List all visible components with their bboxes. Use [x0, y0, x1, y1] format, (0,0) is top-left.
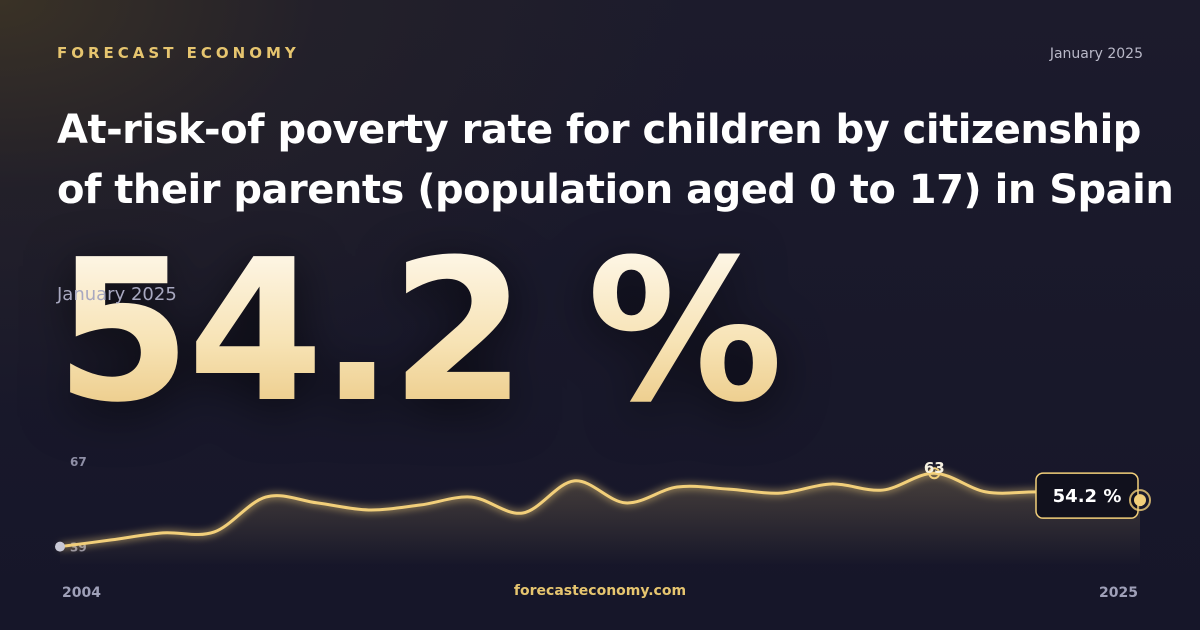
- line: [59, 471, 1141, 549]
- website: forecasteconomy.com: [513, 583, 687, 599]
- end-point: [1134, 494, 1146, 507]
- date: January 2025: [1049, 46, 1143, 62]
- brand: FORECAST ECONOMY: [57, 44, 300, 62]
- headline-date: January 2025: [57, 284, 177, 305]
- value-label: 63: [924, 459, 945, 477]
- x-tick-label: 2025: [1099, 585, 1138, 601]
- end-ring: [1129, 489, 1151, 512]
- area: [60, 473, 1140, 565]
- headline-value: 54.2 %: [55, 218, 783, 446]
- value-label: 54.2 %: [1053, 486, 1122, 507]
- x-tick-label: 2004: [62, 585, 101, 601]
- y-tick-label: 67: [70, 455, 87, 469]
- start-point: [55, 541, 65, 552]
- peak-point: [928, 467, 941, 480]
- title: At-risk-of poverty rate for children by …: [57, 107, 1174, 213]
